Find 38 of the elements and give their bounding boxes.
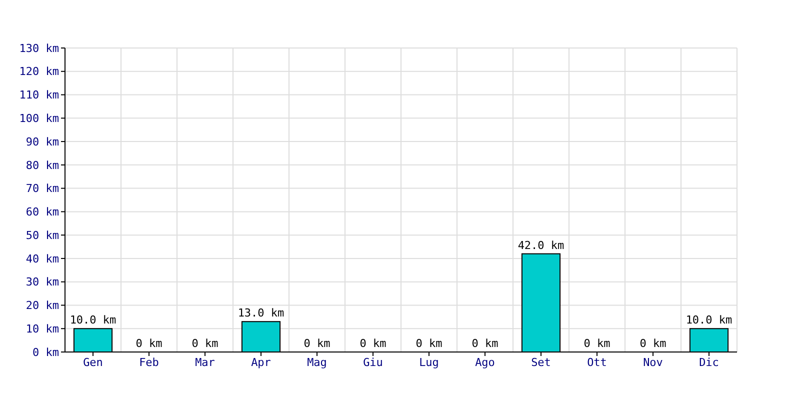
- data-label: 0 km: [472, 337, 499, 350]
- x-tick-label: Ott: [587, 356, 607, 369]
- y-tick-label: 30 km: [26, 276, 60, 289]
- x-tick-label: Mar: [195, 356, 216, 369]
- x-tick-label: Apr: [251, 356, 272, 369]
- data-label: 10.0 km: [686, 314, 733, 327]
- y-tick-label: 60 km: [26, 206, 60, 219]
- data-label: 0 km: [192, 337, 219, 350]
- x-tick-label: Set: [531, 356, 551, 369]
- y-tick-label: 0 km: [32, 346, 60, 359]
- data-label: 0 km: [360, 337, 387, 350]
- y-tick-label: 100 km: [19, 112, 60, 126]
- data-label: 0 km: [416, 337, 443, 350]
- data-label: 0 km: [584, 337, 611, 350]
- y-tick-label: 90 km: [26, 135, 60, 148]
- y-tick-label: 10 km: [26, 322, 60, 336]
- x-tick-label: Gen: [83, 356, 103, 369]
- data-label: 0 km: [304, 337, 331, 350]
- data-label: 42.0 km: [518, 238, 565, 252]
- y-tick-label: 120 km: [19, 65, 60, 78]
- data-label: 10.0 km: [70, 314, 117, 327]
- data-label: 0 km: [640, 337, 667, 350]
- x-tick-label: Nov: [643, 356, 664, 369]
- y-tick-label: 20 km: [26, 299, 60, 312]
- y-tick-label: 130 km: [19, 42, 60, 55]
- y-tick-label: 70 km: [26, 182, 60, 196]
- x-tick-label: Giu: [363, 356, 383, 369]
- y-tick-label: 40 km: [26, 252, 60, 266]
- y-tick-label: 80 km: [26, 158, 60, 172]
- y-tick-label: 110 km: [19, 88, 60, 102]
- x-tick-label: Ago: [475, 356, 495, 369]
- data-label: 0 km: [136, 337, 163, 350]
- x-tick-label: Mag: [307, 356, 327, 369]
- x-tick-label: Dic: [699, 356, 719, 369]
- y-tick-label: 50 km: [26, 228, 60, 242]
- data-label: 13.0 km: [238, 306, 285, 320]
- x-tick-label: Feb: [139, 356, 159, 369]
- x-tick-label: Lug: [419, 356, 439, 369]
